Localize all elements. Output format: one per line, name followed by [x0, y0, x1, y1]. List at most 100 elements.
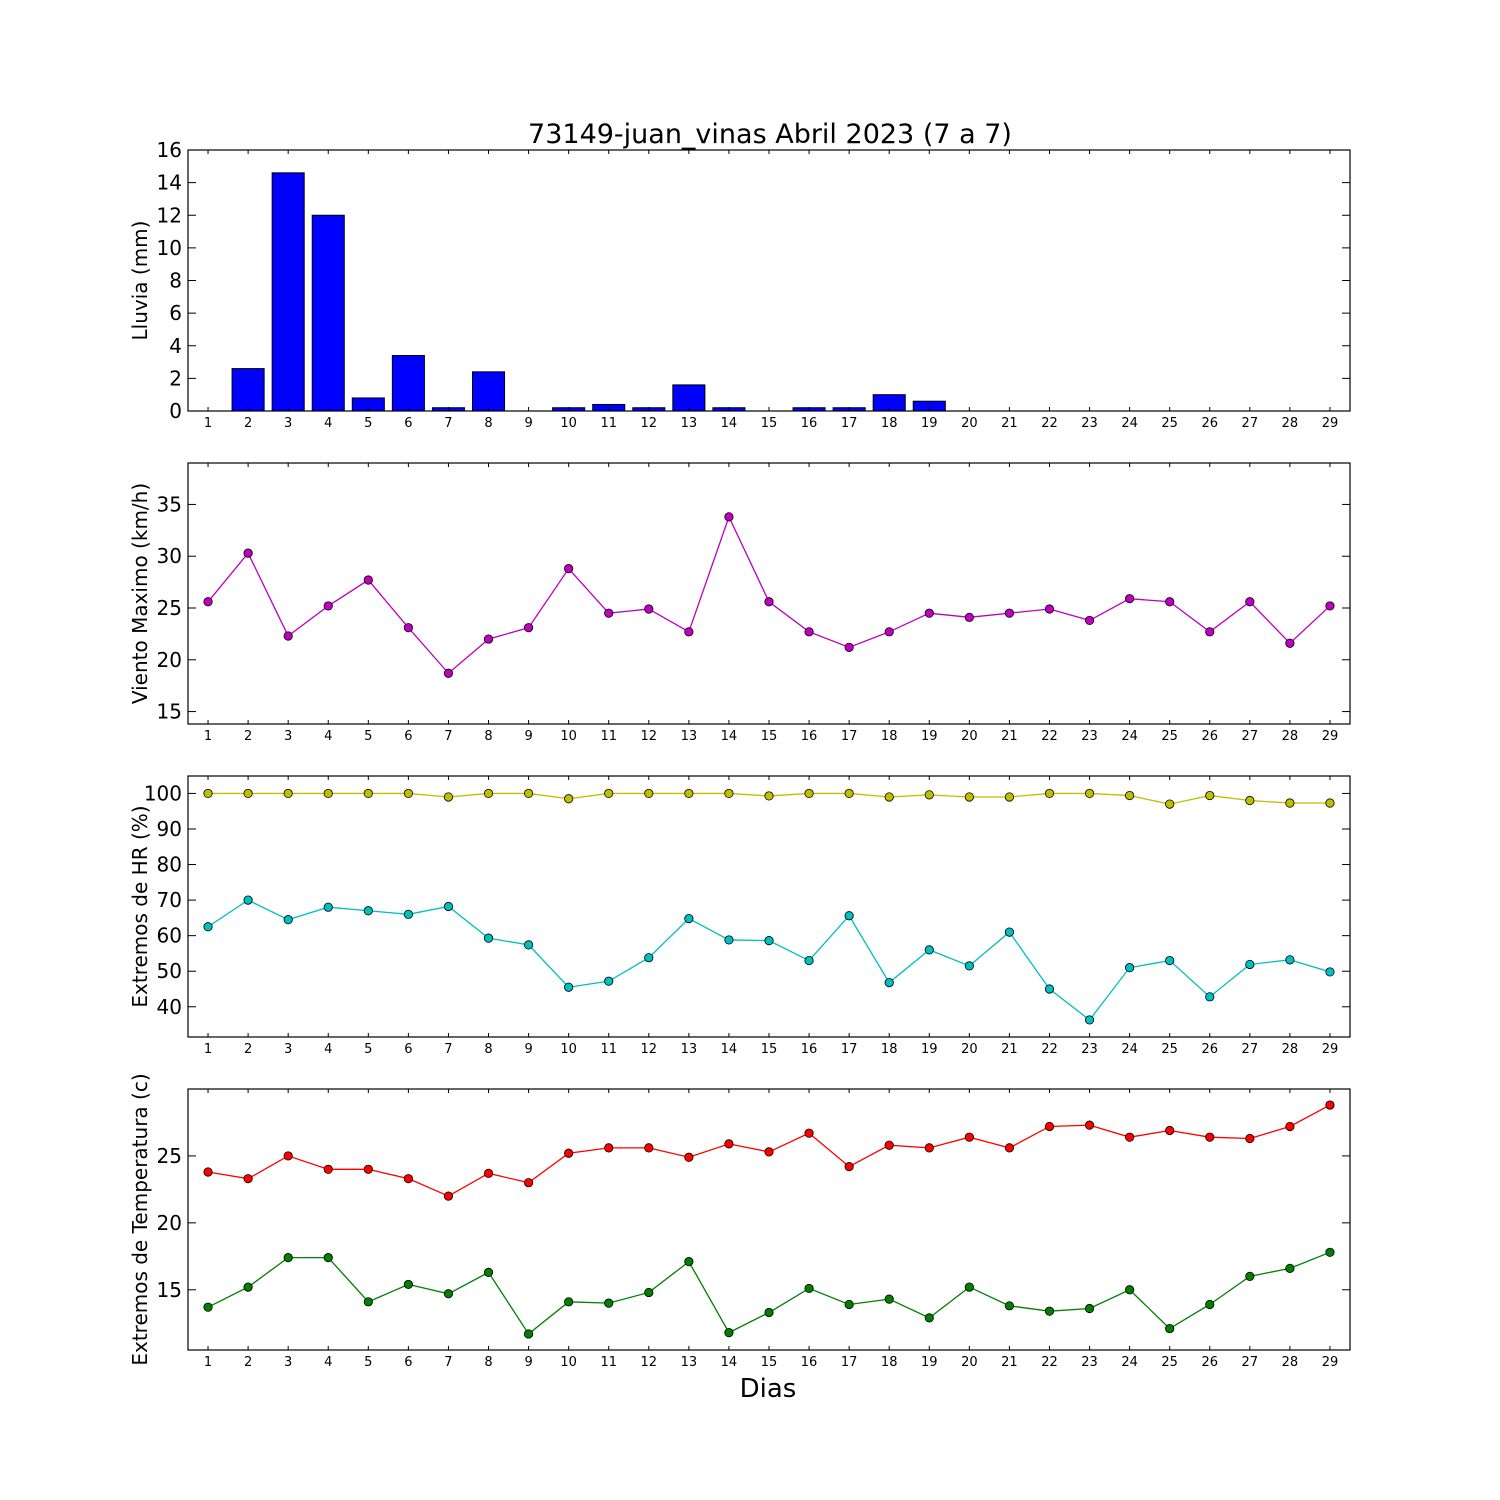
- x-tick-label: 5: [364, 1355, 372, 1370]
- y-tick-label: 4: [169, 334, 182, 358]
- point-s1-day-22: [1044, 604, 1055, 614]
- x-tick-label: 29: [1322, 416, 1339, 431]
- point-s1-day-3: [283, 788, 293, 799]
- point-s1-day-6: [403, 623, 413, 633]
- x-tick-label: 1: [204, 1355, 212, 1370]
- x-tick-label: 18: [881, 1355, 898, 1370]
- point-s1-day-1: [203, 597, 213, 607]
- y-axis-label: Extremos de Temperatura (c): [128, 1073, 152, 1365]
- point-s1-day-19: [924, 1143, 934, 1153]
- point-s2-day-11: [604, 1298, 614, 1308]
- point-s2-day-7: [443, 1289, 454, 1299]
- x-tick-label: 1: [204, 416, 212, 431]
- point-s2-day-27: [1245, 959, 1255, 970]
- point-s1-day-7: [443, 668, 454, 678]
- x-tick-label: 4: [324, 416, 332, 431]
- x-tick-label: 20: [961, 1355, 978, 1370]
- x-tick-label: 7: [444, 416, 452, 431]
- x-tick-label: 22: [1041, 416, 1058, 431]
- x-tick-label: 18: [881, 729, 898, 744]
- point-s1-day-8: [483, 1168, 494, 1178]
- y-tick-label: 10: [157, 236, 182, 260]
- y-tick-label: 25: [157, 1144, 182, 1168]
- x-tick-label: 10: [560, 416, 577, 431]
- y-tick-label: 25: [157, 596, 182, 620]
- point-s1-day-12: [644, 788, 654, 799]
- x-tick-label: 15: [761, 1355, 778, 1370]
- point-s1-day-16: [804, 627, 814, 637]
- point-s1-day-25: [1165, 799, 1175, 809]
- y-tick-label: 20: [157, 648, 182, 672]
- point-s2-day-15: [764, 1307, 774, 1318]
- point-s1-day-12: [644, 604, 654, 614]
- x-tick-label: 7: [444, 1042, 452, 1057]
- y-tick-label: 35: [157, 492, 182, 516]
- y-tick-label: 16: [157, 138, 182, 162]
- x-tick-label: 2: [244, 1355, 252, 1370]
- point-s2-day-4: [323, 902, 333, 912]
- point-s1-day-20: [964, 612, 974, 622]
- point-s1-day-17: [844, 1162, 854, 1172]
- x-tick-label: 2: [244, 1042, 252, 1057]
- x-tick-label: 4: [324, 1042, 332, 1057]
- x-tick-label: 25: [1161, 1355, 1178, 1370]
- point-s2-day-14: [724, 935, 734, 945]
- point-s2-day-3: [283, 915, 293, 925]
- point-s1-day-2: [243, 788, 253, 799]
- x-tick-label: 16: [801, 1355, 818, 1370]
- x-tick-label: 7: [444, 1355, 452, 1370]
- point-s1-day-1: [203, 788, 213, 799]
- point-s1-day-6: [403, 1174, 413, 1184]
- x-tick-label: 5: [364, 416, 372, 431]
- bar-day-3: [271, 172, 305, 412]
- x-tick-label: 12: [641, 1355, 658, 1370]
- point-s1-day-10: [564, 564, 574, 574]
- point-s2-day-25: [1165, 1323, 1175, 1334]
- y-tick-label: 2: [169, 366, 182, 390]
- point-s1-day-29: [1325, 798, 1335, 808]
- x-tick-label: 11: [600, 416, 617, 431]
- point-s1-day-18: [884, 627, 894, 637]
- point-s1-day-28: [1285, 798, 1295, 808]
- x-tick-label: 20: [961, 729, 978, 744]
- x-tick-label: 21: [1001, 729, 1018, 744]
- point-s1-day-4: [323, 601, 333, 611]
- point-s1-day-14: [724, 512, 734, 522]
- point-s2-day-12: [644, 953, 654, 963]
- point-s1-day-23: [1084, 1120, 1095, 1130]
- x-tick-label: 16: [801, 1042, 818, 1057]
- point-s2-day-13: [684, 913, 694, 924]
- x-tick-label: 13: [681, 729, 698, 744]
- x-tick-label: 29: [1322, 729, 1339, 744]
- point-s1-day-5: [363, 575, 373, 585]
- x-tick-label: 15: [761, 416, 778, 431]
- point-s2-day-18: [884, 1294, 894, 1304]
- x-tick-label: 24: [1121, 416, 1138, 431]
- plot-frame: [187, 149, 1351, 412]
- point-s2-day-16: [804, 955, 814, 966]
- x-tick-label: 14: [721, 1355, 738, 1370]
- point-s1-day-19: [924, 790, 934, 800]
- point-s1-day-26: [1205, 627, 1215, 637]
- y-tick-label: 100: [144, 781, 182, 805]
- x-tick-label: 17: [841, 1042, 858, 1057]
- x-tick-label: 18: [881, 1042, 898, 1057]
- x-tick-label: 4: [324, 729, 332, 744]
- point-s1-day-7: [443, 792, 454, 802]
- point-s1-day-25: [1165, 597, 1175, 607]
- series-line-2: [207, 899, 1331, 1021]
- point-s2-day-22: [1044, 984, 1055, 994]
- point-s2-day-10: [564, 982, 574, 992]
- y-tick-label: 60: [157, 924, 182, 948]
- point-s2-day-26: [1205, 1299, 1215, 1310]
- point-s1-day-11: [604, 608, 614, 618]
- panel-rain: 1 2 3 4 5 6 7 8 9 10 11 12 13 14 15 16 17 18 19 20 21 22 23 24 2…: [128, 138, 1351, 431]
- x-tick-label: 8: [484, 416, 492, 431]
- x-tick-label: 20: [961, 1042, 978, 1057]
- x-tick-label: 12: [641, 1042, 658, 1057]
- x-tick-label: 9: [524, 1042, 532, 1057]
- x-tick-label: 22: [1041, 729, 1058, 744]
- x-tick-label: 20: [961, 416, 978, 431]
- x-tick-label: 5: [364, 729, 372, 744]
- point-s1-day-23: [1084, 788, 1095, 799]
